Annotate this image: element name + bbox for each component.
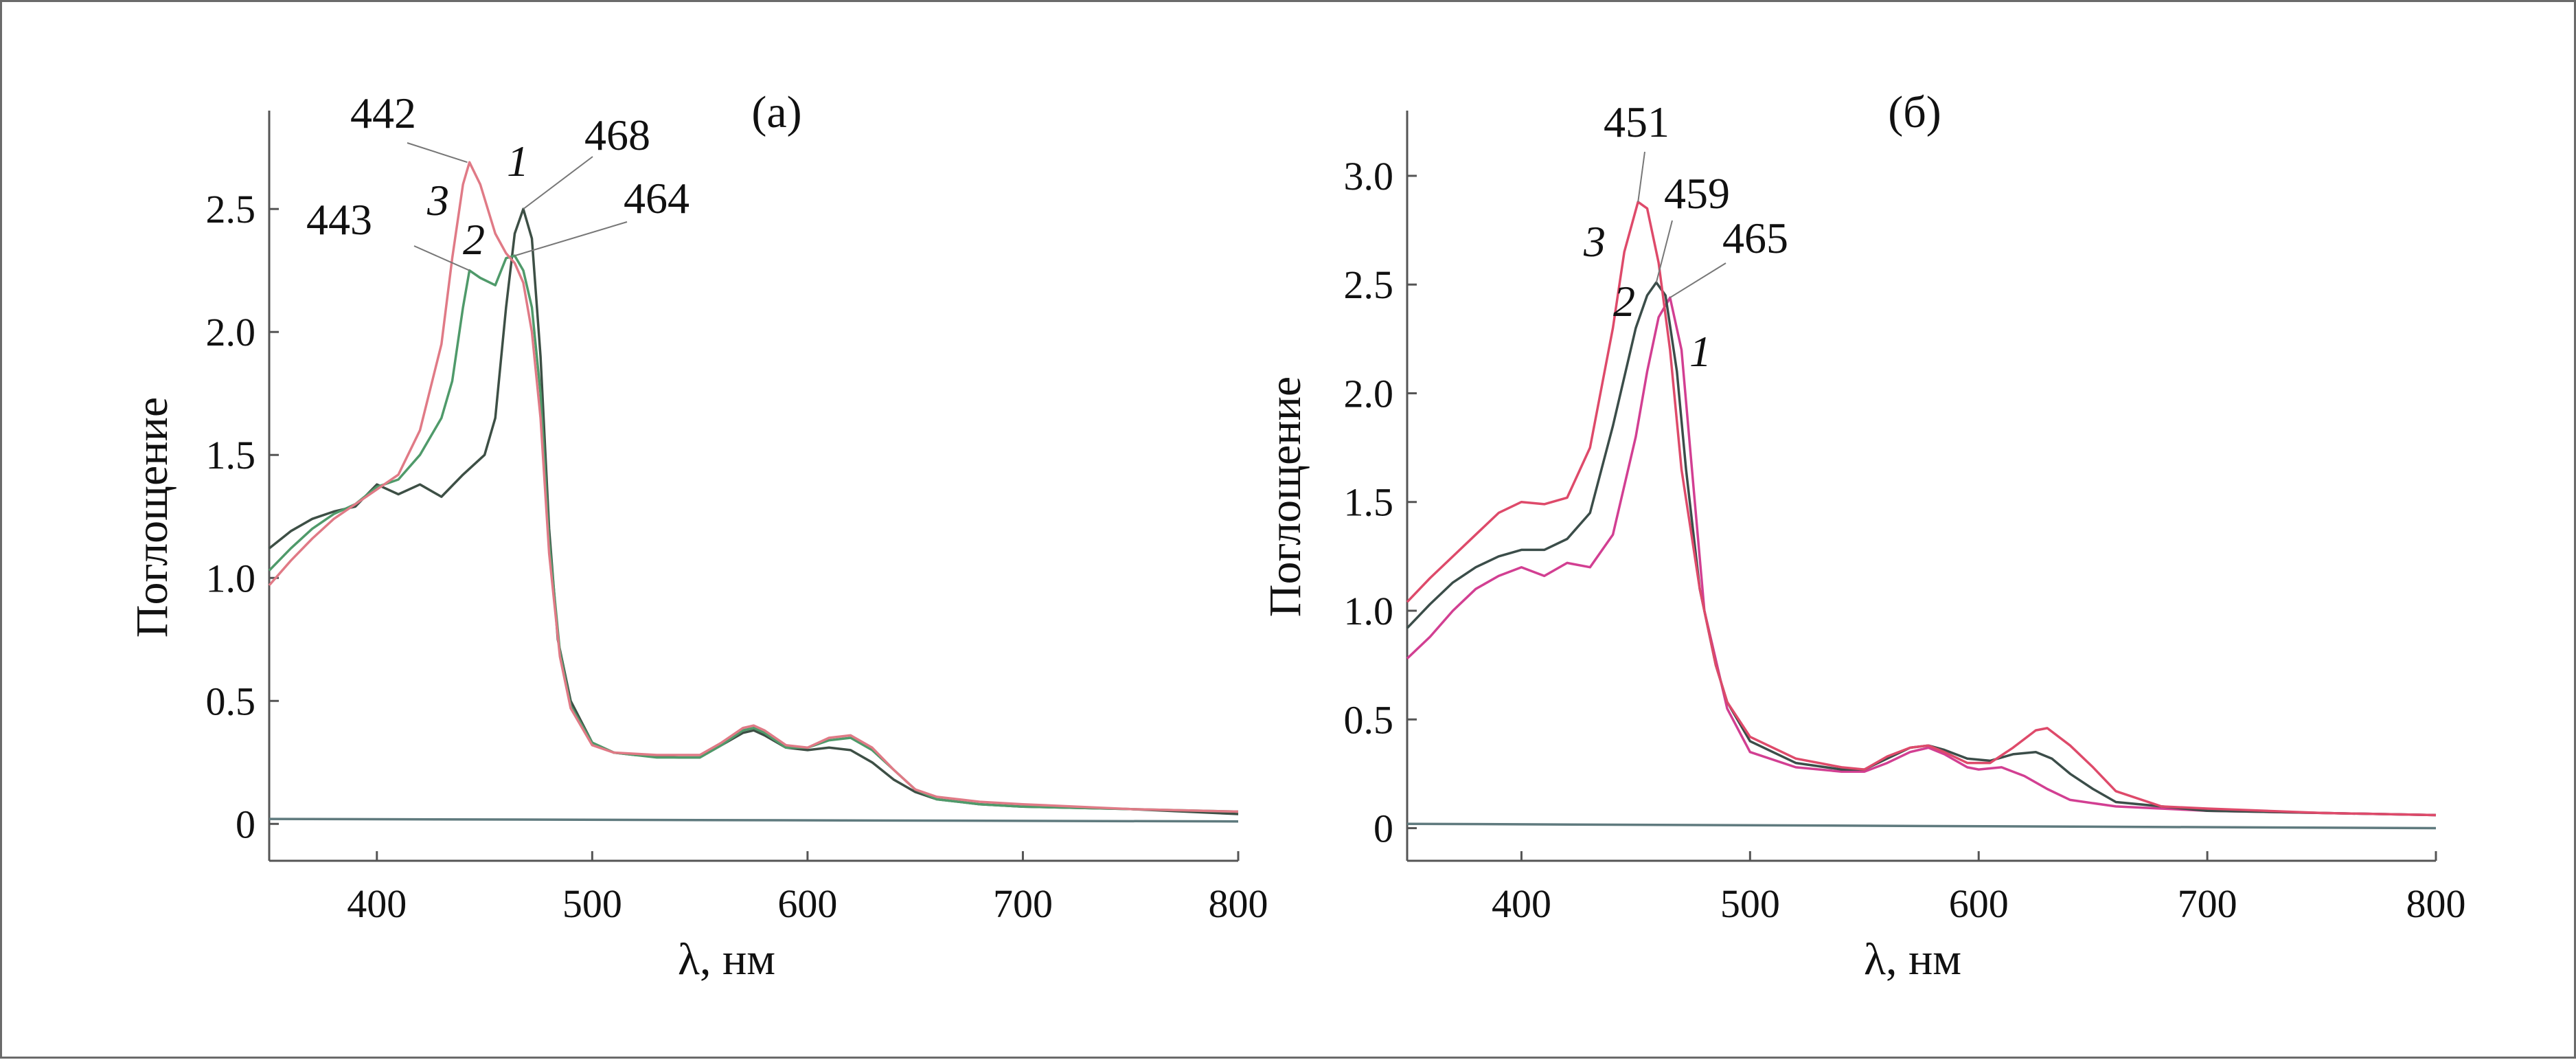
panel-a-x-axis-title: λ, нм <box>678 934 775 984</box>
panel-a-y-tick-label-2.0: 2.0 <box>206 310 256 354</box>
panel-b-x-tick-label-800: 800 <box>2406 881 2466 926</box>
panel-b-x-tick-label-600: 600 <box>1949 881 2009 926</box>
panel-a-leader-443 <box>413 245 470 271</box>
panel-b-y-tick-label-1.0: 1.0 <box>1344 589 1394 633</box>
panel-a-curve-number-3: 3 <box>426 176 449 225</box>
panel-a-peak-label-464: 464 <box>624 174 689 223</box>
panel-b-curve-number-3: 3 <box>1583 217 1606 266</box>
panel-a-leader-464 <box>514 221 628 257</box>
panel-b-peak-label-465: 465 <box>1722 214 1788 262</box>
panel-a-leader-468 <box>523 156 593 210</box>
panel-b-curve-number-1: 1 <box>1689 327 1711 376</box>
panel-b-label: (б) <box>1888 87 1941 137</box>
panel-b-y-tick-label-2.5: 2.5 <box>1344 262 1394 307</box>
panel-a-series-baseline <box>269 817 1239 823</box>
panel-a-y-tick-label-0.5: 0.5 <box>206 679 256 723</box>
panel-a-leader-442 <box>407 142 468 163</box>
panel-b-series-baseline <box>1406 822 2437 830</box>
panel-a-y-tick-label-1.5: 1.5 <box>206 433 256 477</box>
panel-b-y-tick-label-0.5: 0.5 <box>1344 697 1394 742</box>
panel-b-x-axis-title: λ, нм <box>1864 934 1961 984</box>
panel-a-curve-number-1: 1 <box>507 137 529 185</box>
panel-a-x-tick-label-500: 500 <box>562 881 622 926</box>
panel-b-leader-451 <box>1637 151 1645 203</box>
panel-b-series-1 <box>1406 296 2437 817</box>
panel-b-y-tick-label-1.5: 1.5 <box>1344 480 1394 525</box>
panel-b-peak-label-451: 451 <box>1604 98 1669 146</box>
panel-a-y-tick-label-2.5: 2.5 <box>206 187 256 232</box>
panel-a-y-tick-label-0: 0 <box>236 802 255 846</box>
panel-a-series-3 <box>268 161 1239 813</box>
panel-b-x-tick-label-700: 700 <box>2178 881 2237 926</box>
panel-b-series-2 <box>1406 281 2437 817</box>
panel-a-peak-label-442: 442 <box>350 89 416 137</box>
panel-a-x-tick-label-400: 400 <box>347 881 407 926</box>
panel-a-y-tick-label-1.0: 1.0 <box>206 556 256 600</box>
panel-b-leader-465 <box>1669 262 1726 299</box>
panel-a-x-tick-label-700: 700 <box>993 881 1053 926</box>
panel-a-x-tick-label-800: 800 <box>1209 881 1268 926</box>
panel-b-x-tick-label-400: 400 <box>1492 881 1551 926</box>
panel-b-y-tick-label-0: 0 <box>1374 807 1393 851</box>
panel-b-leader-459 <box>1655 220 1673 283</box>
panel-b-peak-label-459: 459 <box>1664 169 1730 218</box>
panel-a-peak-label-468: 468 <box>584 111 650 159</box>
panel-b: (б) 400 500 600 700 800 00.51.01.52.02.53.0 … <box>1260 87 2466 984</box>
panel-b-y-tick-label-2.0: 2.0 <box>1344 371 1394 416</box>
panel-b-curve-number-2: 2 <box>1613 277 1635 326</box>
panel-a: (а) 400 500 600 700 800 0 0.5 1.0 1.5 2.0 2.5 λ, … <box>127 87 1268 984</box>
panel-b-series-3 <box>1406 201 2437 817</box>
panel-b-x-tick-label-500: 500 <box>1720 881 1780 926</box>
panel-a-y-axis-title: Поглощение <box>127 397 177 638</box>
panel-a-series-1 <box>268 207 1239 815</box>
panel-b-y-tick-label-3.0: 3.0 <box>1344 154 1394 199</box>
panel-a-label: (а) <box>751 87 801 137</box>
panel-a-series-2 <box>268 254 1239 813</box>
panel-a-x-tick-label-600: 600 <box>777 881 837 926</box>
panel-b-y-axis-title: Поглощение <box>1260 376 1310 617</box>
panel-a-curve-number-2: 2 <box>463 215 485 264</box>
panel-a-peak-label-443: 443 <box>306 195 372 244</box>
